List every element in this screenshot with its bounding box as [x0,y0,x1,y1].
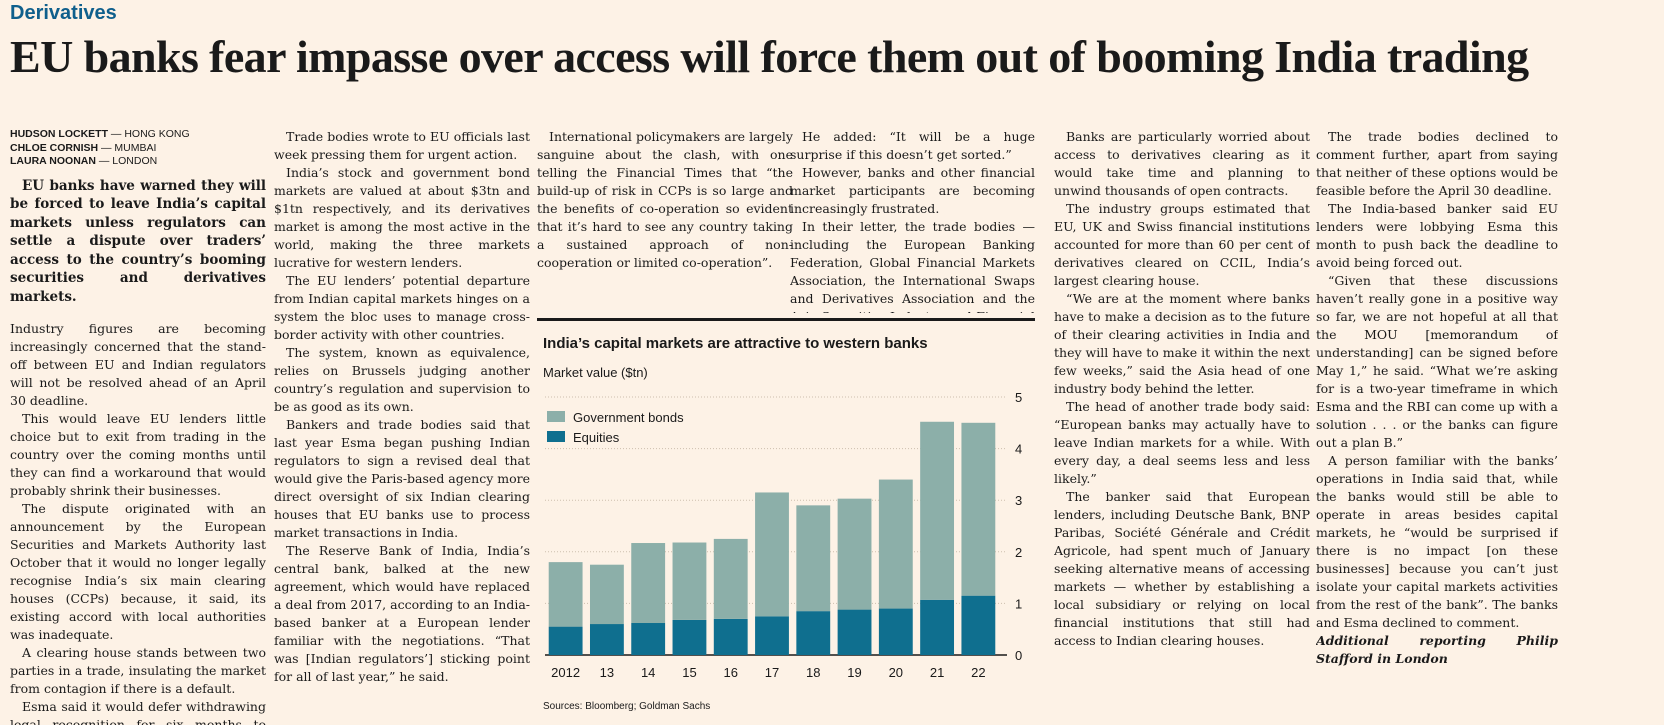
bar-equities [796,611,831,655]
article-column-6: The trade bodies declined to comment fur… [1316,128,1558,725]
headline: EU banks fear impasse over access will f… [10,31,1529,82]
legend-label: Government bonds [573,410,684,425]
article-column-2: Trade bodies wrote to EU officials last … [274,128,530,725]
bar-equities [713,618,748,655]
paragraph: A clearing house stands between two part… [10,645,266,696]
bar-equities [548,626,583,655]
chart-ylabel: Market value ($tn) [543,365,648,380]
paragraph: India’s stock and government bond market… [274,165,530,270]
paragraph: The industry groups estimated that EU, U… [1054,201,1310,288]
bar-government-bonds [878,479,913,609]
bar-equities [631,623,666,655]
bar-equities [961,595,996,655]
legend-label: Equities [573,430,620,445]
x-tick-label: 20 [889,665,903,680]
bar-government-bonds [713,538,748,619]
bar-equities [672,619,707,655]
section-label: Derivatives [10,2,117,24]
paragraph: The banker said that European lenders, i… [1054,489,1310,648]
x-tick-label: 21 [930,665,944,680]
market-value-chart: India’s capital markets are attractive t… [537,318,1035,718]
bar-government-bonds [631,543,666,624]
paragraph: In their letter, the trade bodies — incl… [790,219,1035,313]
bar-government-bonds [672,542,707,620]
paragraph: This would leave EU lenders little choic… [10,411,266,498]
byline-entry: HUDSON LOCKETT — HONG KONG [10,128,190,140]
x-tick-label: 2012 [551,665,580,680]
paragraph: He added: “It will be a huge surprise if… [790,129,1035,162]
bar-equities [837,609,872,655]
bar-equities [755,616,789,655]
bar-government-bonds [589,564,624,625]
paragraph: However, banks and other financial marke… [790,165,1035,216]
y-tick-label: 2 [1015,545,1022,560]
x-tick-label: 17 [765,665,779,680]
bar-equities [920,599,955,655]
paragraph: Trade bodies wrote to EU officials last … [274,129,530,162]
bar-government-bonds [796,505,831,612]
x-tick-label: 18 [806,665,820,680]
paragraph: International policymakers are largely s… [537,129,793,270]
reporting-credit: Additional reporting Philip Stafford in … [1316,633,1558,666]
byline-entry: CHLOE CORNISH — MUMBAI [10,141,157,154]
y-tick-label: 4 [1015,442,1022,457]
x-tick-label: 19 [847,665,861,680]
chart-plot: 0 1 2 3 4 5 2012 13 14 15 16 17 18 19 20 21 22 Government… [545,390,1022,680]
chart-source: Sources: Bloomberg; Goldman Sachs [543,701,711,712]
bar-government-bonds [755,492,789,617]
paragraph: The system, known as equivalence, relies… [274,345,530,414]
y-tick-label: 3 [1015,493,1022,508]
article-column-5: Banks are particularly worried about acc… [1054,128,1310,725]
bar-government-bonds [548,562,583,627]
article-column-4: He added: “It will be a huge surprise if… [790,128,1035,313]
y-tick-label: 1 [1015,596,1022,611]
article-column-1: HUDSON LOCKETT — HONG KONG CHLOE CORNISH… [10,128,266,725]
article-column-3: International policymakers are largely s… [537,128,793,313]
x-tick-label: 15 [682,665,696,680]
paragraph: The head of another trade body said: “Eu… [1054,399,1310,486]
paragraph: Esma said it would defer withdrawing leg… [10,699,266,725]
x-tick-label: 16 [723,665,737,680]
byline: HUDSON LOCKETT — HONG KONG CHLOE CORNISH… [10,128,266,169]
bar-government-bonds [837,498,872,610]
bar-government-bonds [961,422,996,596]
paragraph: Industry figures are becoming increasing… [10,321,266,408]
bar-equities [878,608,913,655]
legend-swatch [547,411,565,422]
paragraph: The Reserve Bank of India, India’s centr… [274,543,530,684]
chart-title: India’s capital markets are attractive t… [543,335,928,352]
x-tick-label: 13 [600,665,614,680]
bar-government-bonds [920,421,955,600]
paragraph: The trade bodies declined to comment fur… [1316,129,1558,198]
paragraph: A person familiar with the banks’ operat… [1316,453,1558,630]
paragraph: Bankers and trade bodies said that last … [274,417,530,540]
paragraph: The India-based banker said EU lenders w… [1316,201,1558,270]
legend-swatch [547,431,565,442]
lead-paragraph: EU banks have warned they will be forced… [10,177,266,305]
y-tick-label: 0 [1015,648,1022,663]
paragraph: Banks are particularly worried about acc… [1054,129,1310,198]
y-tick-label: 5 [1015,390,1022,405]
paragraph: The EU lenders’ potential departure from… [274,273,530,342]
x-tick-label: 14 [641,665,655,680]
paragraph: “We are at the moment where banks have t… [1054,291,1310,396]
paragraph: “Given that these discussions haven’t re… [1316,273,1558,450]
x-tick-label: 22 [971,665,985,680]
bar-equities [589,624,624,655]
byline-entry: LAURA NOONAN — LONDON [10,155,158,167]
paragraph: The dispute originated with an announcem… [10,501,266,642]
